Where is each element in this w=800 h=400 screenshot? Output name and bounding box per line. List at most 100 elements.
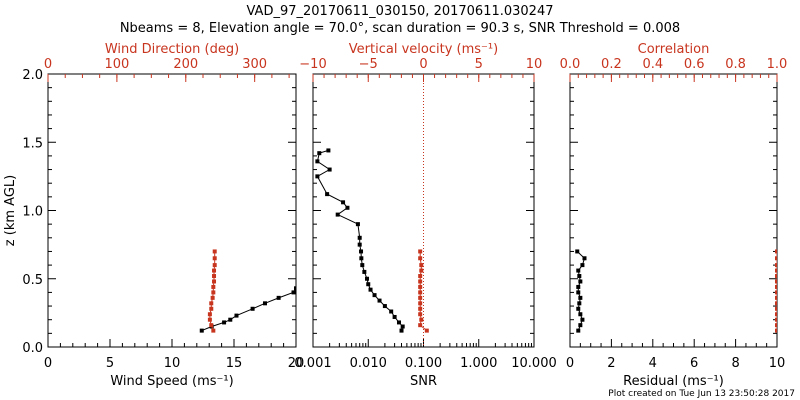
data-point [212, 263, 217, 268]
data-point [212, 256, 217, 261]
top-axis-label: Wind Direction (deg) [105, 42, 239, 57]
top-axis-label: Correlation [638, 42, 710, 57]
bottom-tick-label: 0.010 [350, 356, 387, 371]
data-point [419, 317, 424, 322]
panel-residual: 0 2 4 6 8 10 Residual (ms⁻¹) 0.0 0.2 0.4 0.6 0.8 1.0… [560, 42, 788, 389]
top-tick-label: 0.2 [601, 57, 622, 72]
data-point [418, 306, 423, 311]
data-point [775, 295, 777, 300]
data-point [418, 312, 423, 317]
top-tick-label: 0 [44, 57, 52, 72]
data-point [362, 269, 367, 274]
data-point [327, 167, 332, 172]
figure-title-line1: VAD_97_20170611_030150, 20170611.030247 [247, 4, 554, 19]
data-point [317, 151, 322, 156]
data-point [578, 312, 583, 317]
y-axis-label: z (km AGL) [3, 175, 18, 246]
series-line [201, 288, 296, 332]
data-point [212, 268, 217, 273]
data-point [325, 192, 330, 197]
data-point [212, 274, 217, 279]
data-point [366, 282, 371, 287]
data-point [359, 256, 364, 261]
y-tick-label: 1.5 [22, 136, 43, 151]
data-point [775, 256, 777, 261]
data-point [424, 328, 429, 333]
data-point [775, 268, 777, 273]
data-point [418, 323, 423, 328]
bottom-tick-label: 6 [690, 356, 698, 371]
bottom-tick-label: 4 [649, 356, 657, 371]
y-tick-label: 2.0 [22, 68, 43, 83]
bottom-tick-label: 20 [288, 356, 305, 371]
data-point [399, 328, 404, 333]
data-point [775, 323, 777, 328]
panel-frame [569, 73, 778, 348]
data-point [575, 249, 580, 254]
series-residual-red [775, 249, 777, 333]
data-point [377, 298, 382, 303]
bottom-tick-label: 5 [106, 356, 114, 371]
data-point [775, 263, 777, 268]
data-point [418, 274, 423, 279]
data-point [222, 320, 227, 325]
data-point [199, 328, 204, 333]
data-point [577, 274, 582, 279]
data-point [357, 242, 362, 247]
data-point [211, 328, 216, 333]
top-tick-label: 0.8 [725, 57, 746, 72]
bottom-tick-label: 1.000 [460, 356, 497, 371]
data-point [250, 306, 255, 311]
data-point [582, 256, 587, 261]
top-tick-label: 10 [526, 57, 543, 72]
footer-timestamp: Plot created on Tue Jun 13 23:50:28 2017 [608, 389, 795, 399]
y-tick-label: 0.0 [22, 341, 43, 356]
bottom-tick-label: 10 [164, 356, 181, 371]
data-point [775, 312, 777, 317]
data-point [775, 328, 777, 333]
bottom-axis-label: Residual (ms⁻¹) [623, 374, 724, 389]
data-point [315, 174, 320, 179]
bottom-axis-label: Wind Speed (ms⁻¹) [110, 374, 233, 389]
top-tick-label: −5 [359, 57, 378, 72]
data-point [294, 286, 296, 291]
data-point [372, 293, 377, 298]
data-point [419, 263, 424, 268]
data-point [357, 235, 362, 240]
data-point [576, 306, 581, 311]
top-tick-label: 1.0 [767, 57, 788, 72]
data-point [291, 290, 296, 295]
data-point [775, 284, 777, 289]
data-point [228, 317, 233, 322]
bottom-tick-label: 15 [226, 356, 243, 371]
data-point [576, 290, 581, 295]
data-point [382, 304, 387, 309]
panel-frame [312, 73, 535, 348]
data-point [212, 279, 217, 284]
data-point [418, 256, 423, 261]
y-tick-label: 0.5 [22, 273, 43, 288]
series-line [316, 149, 404, 331]
top-tick-label: 100 [104, 57, 129, 72]
data-point [392, 314, 397, 319]
data-point [207, 317, 212, 322]
series-snr-black [315, 148, 405, 333]
data-point [775, 290, 777, 295]
data-point [576, 284, 581, 289]
figure-title-line2: Nbeams = 8, Elevation angle = 70.0°, sca… [120, 21, 680, 36]
data-point [355, 222, 360, 227]
data-point [400, 324, 405, 329]
bottom-tick-label: 10.000 [511, 356, 557, 371]
data-point [360, 263, 365, 268]
data-point [209, 301, 214, 306]
top-tick-label: −10 [299, 57, 326, 72]
data-point [389, 309, 394, 314]
top-tick-label: 0.4 [642, 57, 663, 72]
data-point [396, 320, 401, 325]
data-point [578, 323, 583, 328]
bottom-axis-label: SNR [410, 374, 437, 389]
bottom-tick-label: 8 [731, 356, 739, 371]
data-point [580, 263, 585, 268]
data-point [576, 268, 581, 273]
